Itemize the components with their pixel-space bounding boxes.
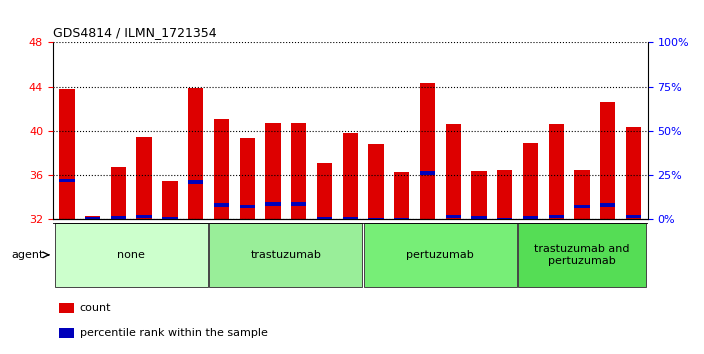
Bar [343, 133, 358, 219]
Bar [394, 172, 410, 219]
Bar [55, 223, 208, 287]
Text: none: none [118, 250, 145, 260]
Bar [137, 215, 152, 218]
Bar [291, 123, 306, 219]
Bar [59, 89, 75, 219]
Text: trastuzumab and
pertuzumab: trastuzumab and pertuzumab [534, 244, 630, 266]
Bar [368, 218, 384, 221]
Bar [59, 179, 75, 182]
Bar [497, 218, 513, 221]
Bar [497, 170, 513, 219]
Bar [420, 84, 435, 219]
Bar [58, 328, 74, 338]
Bar [162, 181, 177, 219]
Bar [214, 204, 230, 207]
Bar [188, 180, 203, 183]
Bar [239, 138, 255, 219]
Bar [364, 223, 517, 287]
Bar [394, 218, 410, 221]
Bar [548, 124, 564, 219]
Bar [111, 216, 126, 219]
Text: trastuzumab: trastuzumab [251, 250, 321, 260]
Bar [58, 303, 74, 313]
Bar [214, 119, 230, 219]
Bar [368, 144, 384, 219]
Bar [291, 202, 306, 206]
Bar [188, 88, 203, 219]
Bar [239, 205, 255, 208]
Text: pertuzumab: pertuzumab [406, 250, 474, 260]
Bar [317, 163, 332, 219]
Bar [523, 143, 539, 219]
Bar [420, 171, 435, 175]
Bar [523, 216, 539, 219]
Bar [600, 102, 615, 219]
Bar [471, 171, 486, 219]
Bar [446, 124, 461, 219]
Bar [548, 215, 564, 218]
Text: count: count [80, 303, 111, 313]
Bar [574, 170, 590, 219]
Bar [446, 215, 461, 218]
Bar [85, 217, 101, 220]
Bar [265, 202, 281, 206]
Bar [600, 204, 615, 207]
Bar [209, 223, 363, 287]
Bar [471, 216, 486, 219]
Bar [85, 216, 101, 219]
Bar [626, 215, 641, 218]
Text: agent: agent [11, 250, 44, 260]
Bar [343, 217, 358, 220]
Bar [317, 217, 332, 220]
Bar [111, 167, 126, 219]
Bar [574, 205, 590, 208]
Bar [626, 127, 641, 219]
Text: GDS4814 / ILMN_1721354: GDS4814 / ILMN_1721354 [53, 26, 216, 39]
Bar [162, 217, 177, 220]
Bar [265, 123, 281, 219]
Text: percentile rank within the sample: percentile rank within the sample [80, 328, 268, 338]
Bar [518, 223, 646, 287]
Bar [137, 137, 152, 219]
